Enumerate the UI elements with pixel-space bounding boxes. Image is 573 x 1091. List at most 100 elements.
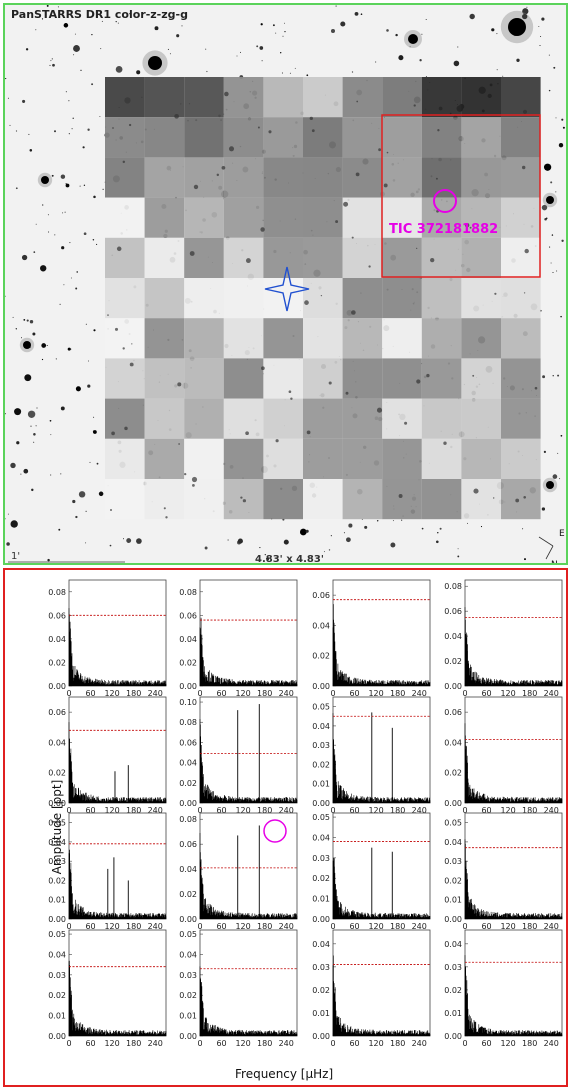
tess-pixel xyxy=(501,278,541,319)
y-tick-label: 0.05 xyxy=(179,930,197,939)
star xyxy=(124,426,128,431)
star xyxy=(60,174,66,179)
star xyxy=(309,116,313,121)
x-tick-label: 120 xyxy=(368,922,383,931)
tess-pixel xyxy=(144,117,185,158)
amplitude-spectrum xyxy=(464,723,563,803)
y-tick-label: 0.02 xyxy=(179,658,197,667)
star xyxy=(556,270,558,272)
tess-pixel xyxy=(461,157,501,198)
x-tick-label: 240 xyxy=(148,806,163,815)
tess-pixel xyxy=(263,77,303,118)
star xyxy=(266,557,270,561)
star xyxy=(41,358,44,361)
tess-pixel xyxy=(421,237,462,278)
x-tick-label: 0 xyxy=(66,1039,71,1048)
star xyxy=(401,519,403,521)
y-tick-label: 0.00 xyxy=(312,682,330,691)
star xyxy=(426,88,429,91)
star xyxy=(346,537,351,543)
star xyxy=(426,373,430,378)
star xyxy=(272,24,275,27)
amplitude-spectrum xyxy=(332,604,431,686)
star xyxy=(189,251,195,256)
star xyxy=(78,491,86,498)
star xyxy=(473,488,479,494)
subplot-frame xyxy=(332,696,431,804)
star xyxy=(33,433,36,436)
x-tick-label: 0 xyxy=(197,1039,202,1048)
tess-pixel xyxy=(342,318,383,359)
amplitude-spectrum xyxy=(68,608,167,686)
star xyxy=(228,146,235,152)
star xyxy=(16,441,20,445)
star xyxy=(50,60,52,62)
star xyxy=(376,520,379,522)
star xyxy=(245,431,249,436)
x-tick-label: 240 xyxy=(148,689,163,698)
star xyxy=(63,23,69,28)
y-tick-label: 0.00 xyxy=(179,915,197,924)
bright-star xyxy=(408,34,418,44)
star xyxy=(192,484,195,487)
tess-pixel xyxy=(382,479,422,520)
tess-pixel xyxy=(501,157,541,198)
x-tick-label: 0 xyxy=(330,1039,335,1048)
star xyxy=(523,496,526,499)
y-tick-label: 0.05 xyxy=(48,819,66,828)
y-tick-label: 0.04 xyxy=(179,635,197,644)
star xyxy=(227,539,229,541)
star xyxy=(20,473,22,475)
y-tick-label: 0.04 xyxy=(444,738,462,747)
star xyxy=(87,384,91,388)
x-tick-label: 120 xyxy=(104,1039,119,1048)
y-tick-label: 0.04 xyxy=(48,838,66,847)
star xyxy=(453,60,460,67)
star xyxy=(41,18,44,20)
tess-pixel xyxy=(105,237,145,278)
x-tick-label: 180 xyxy=(257,806,272,815)
star xyxy=(354,12,359,16)
subplot-frame xyxy=(68,812,167,920)
x-tick-label: 180 xyxy=(390,1039,405,1048)
tess-pixel xyxy=(184,278,224,319)
star xyxy=(83,232,87,236)
x-tick-label: 60 xyxy=(481,689,491,698)
star xyxy=(115,66,123,73)
star xyxy=(91,33,93,36)
star xyxy=(398,55,404,61)
star xyxy=(443,441,447,445)
tess-pixel xyxy=(303,278,343,319)
tess-pixel xyxy=(501,197,541,238)
target-label: TIC 372181882 xyxy=(389,222,499,237)
y-tick-label: 0.01 xyxy=(444,1009,462,1018)
star xyxy=(469,226,472,229)
tess-pixel xyxy=(461,117,501,158)
y-tick-label: 0.06 xyxy=(179,738,197,747)
star xyxy=(541,17,545,21)
star xyxy=(112,127,114,129)
star xyxy=(526,6,528,8)
x-tick-label: 0 xyxy=(66,806,71,815)
star xyxy=(31,488,34,492)
y-tick-label: 0.02 xyxy=(312,986,330,995)
tess-pixel xyxy=(342,77,383,118)
star xyxy=(15,130,18,132)
star xyxy=(29,320,34,324)
x-tick-label: 180 xyxy=(257,1039,272,1048)
star xyxy=(555,117,557,119)
x-tick-label: 240 xyxy=(412,689,427,698)
y-tick-label: 0.03 xyxy=(48,857,66,866)
star xyxy=(100,48,102,50)
star xyxy=(491,28,495,32)
star xyxy=(282,35,284,37)
x-tick-label: 180 xyxy=(522,1039,537,1048)
star xyxy=(67,347,71,351)
y-tick-label: 0.02 xyxy=(48,769,66,778)
scale-label: 1' xyxy=(11,551,21,562)
star xyxy=(502,75,504,77)
tess-pixel xyxy=(144,479,185,520)
y-tick-label: 0.01 xyxy=(312,1009,330,1018)
tess-pixel xyxy=(303,117,343,158)
tess-pixel xyxy=(382,237,422,278)
